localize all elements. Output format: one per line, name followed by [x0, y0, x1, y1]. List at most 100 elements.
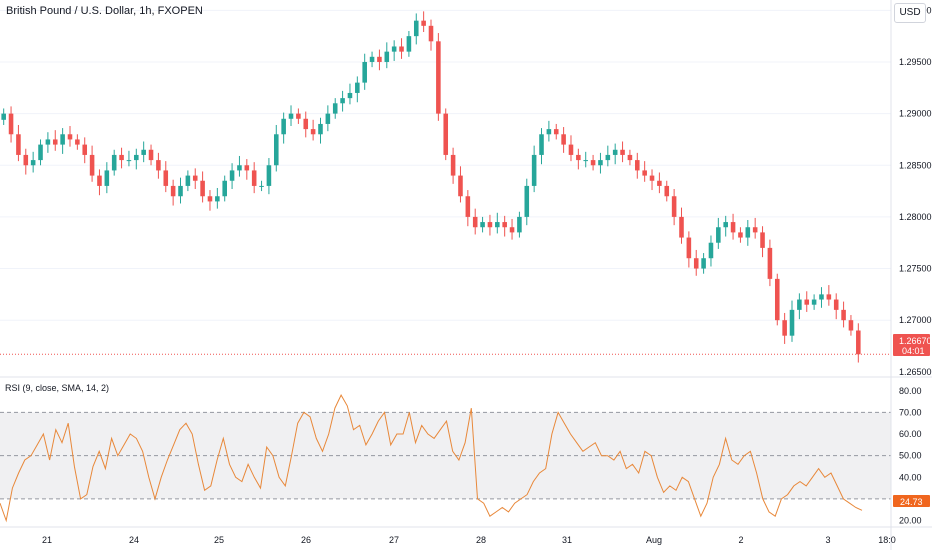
candle-body	[627, 154, 633, 161]
candle	[391, 40, 397, 61]
candle-body	[251, 170, 257, 186]
time-axis[interactable]: 21 24 25 26 27 28 31 Aug 2 3 18:0	[42, 535, 896, 545]
candle	[185, 170, 191, 192]
candle	[281, 112, 286, 144]
candle-body	[111, 154, 117, 171]
candle-body	[745, 227, 751, 238]
time-label: 28	[476, 535, 486, 545]
candle-body	[362, 61, 367, 83]
candle-body	[428, 25, 434, 42]
candle-body	[583, 160, 589, 162]
candle-body	[804, 299, 810, 305]
candle-body	[163, 170, 169, 186]
candle-body	[170, 185, 176, 197]
candle-body	[760, 232, 765, 248]
candle	[524, 178, 530, 226]
candle	[472, 208, 478, 235]
price-tick-label: 1.29500	[899, 57, 932, 67]
candle-body	[97, 175, 102, 186]
candle-body	[841, 309, 846, 321]
candle	[303, 111, 309, 138]
candle	[657, 172, 662, 194]
candle-body	[16, 134, 21, 155]
currency-button[interactable]: USD	[894, 3, 926, 23]
candle-body	[458, 175, 463, 197]
candle-body	[605, 154, 611, 161]
candle	[296, 108, 301, 124]
time-label: 2	[738, 535, 743, 545]
candle	[52, 130, 58, 151]
candle-body	[450, 154, 456, 176]
candle-body	[833, 299, 839, 310]
candle-body	[811, 299, 817, 305]
candle	[200, 171, 205, 203]
candle-body	[436, 41, 441, 114]
candle-body	[8, 113, 14, 135]
candle	[826, 285, 832, 306]
candle	[75, 134, 80, 150]
candlestick-series	[1, 11, 861, 363]
candle-body	[539, 134, 544, 155]
candle-body	[546, 129, 552, 135]
candle	[443, 108, 449, 161]
candle	[450, 147, 456, 184]
candle	[841, 301, 846, 328]
time-label: 21	[42, 535, 52, 545]
candle	[752, 217, 758, 239]
symbol-title[interactable]: British Pound / U.S. Dollar, 1h, FXOPEN	[6, 5, 203, 17]
candle	[325, 105, 331, 132]
candle-body	[738, 232, 743, 238]
candle-body	[789, 309, 795, 336]
price-tick-label: 1.27000	[899, 315, 932, 325]
candle-body	[495, 222, 500, 228]
candle	[620, 141, 625, 163]
candle	[635, 152, 640, 179]
candle-body	[421, 20, 426, 26]
rsi-line	[0, 394, 863, 523]
candle-body	[774, 278, 780, 321]
candle	[553, 123, 559, 140]
candle-body	[318, 123, 323, 135]
price-axis[interactable]: 1.300001.295001.290001.285001.280001.275…	[899, 5, 932, 377]
candle	[664, 180, 670, 202]
candle	[207, 190, 213, 211]
candle-body	[723, 222, 728, 228]
rsi-title[interactable]: RSI (9, close, SMA, 14, 2)	[5, 383, 110, 393]
candle	[192, 168, 198, 190]
candle	[693, 249, 699, 276]
candle-body	[178, 185, 183, 197]
candle	[480, 216, 485, 233]
candle	[428, 19, 434, 51]
candle-body	[207, 196, 213, 202]
candle-body	[679, 216, 684, 238]
candle	[347, 83, 353, 105]
candle	[539, 128, 544, 165]
time-label: Aug	[646, 535, 662, 545]
candle	[760, 226, 765, 258]
candle	[413, 13, 419, 45]
candle	[421, 11, 426, 33]
candle-body	[325, 113, 331, 124]
candle-body	[340, 98, 345, 104]
candle	[745, 220, 751, 246]
candle	[8, 106, 14, 143]
candle	[340, 90, 345, 112]
candle	[716, 217, 721, 249]
candle	[789, 300, 795, 342]
candle	[399, 38, 404, 59]
candle	[355, 76, 360, 103]
candle	[16, 124, 21, 162]
candle-body	[38, 144, 43, 161]
candle-body	[266, 165, 272, 186]
candle-body	[281, 118, 286, 135]
time-label: 24	[129, 535, 139, 545]
candle-body	[782, 320, 787, 336]
candle	[701, 253, 706, 274]
countdown-timer: 04:01	[902, 346, 925, 356]
candle-body	[730, 222, 736, 233]
candle-body	[399, 46, 404, 52]
candle-body	[517, 216, 522, 233]
last-price-value: 1.26670	[899, 336, 932, 346]
rsi-tick-label: 80.00	[899, 386, 922, 396]
